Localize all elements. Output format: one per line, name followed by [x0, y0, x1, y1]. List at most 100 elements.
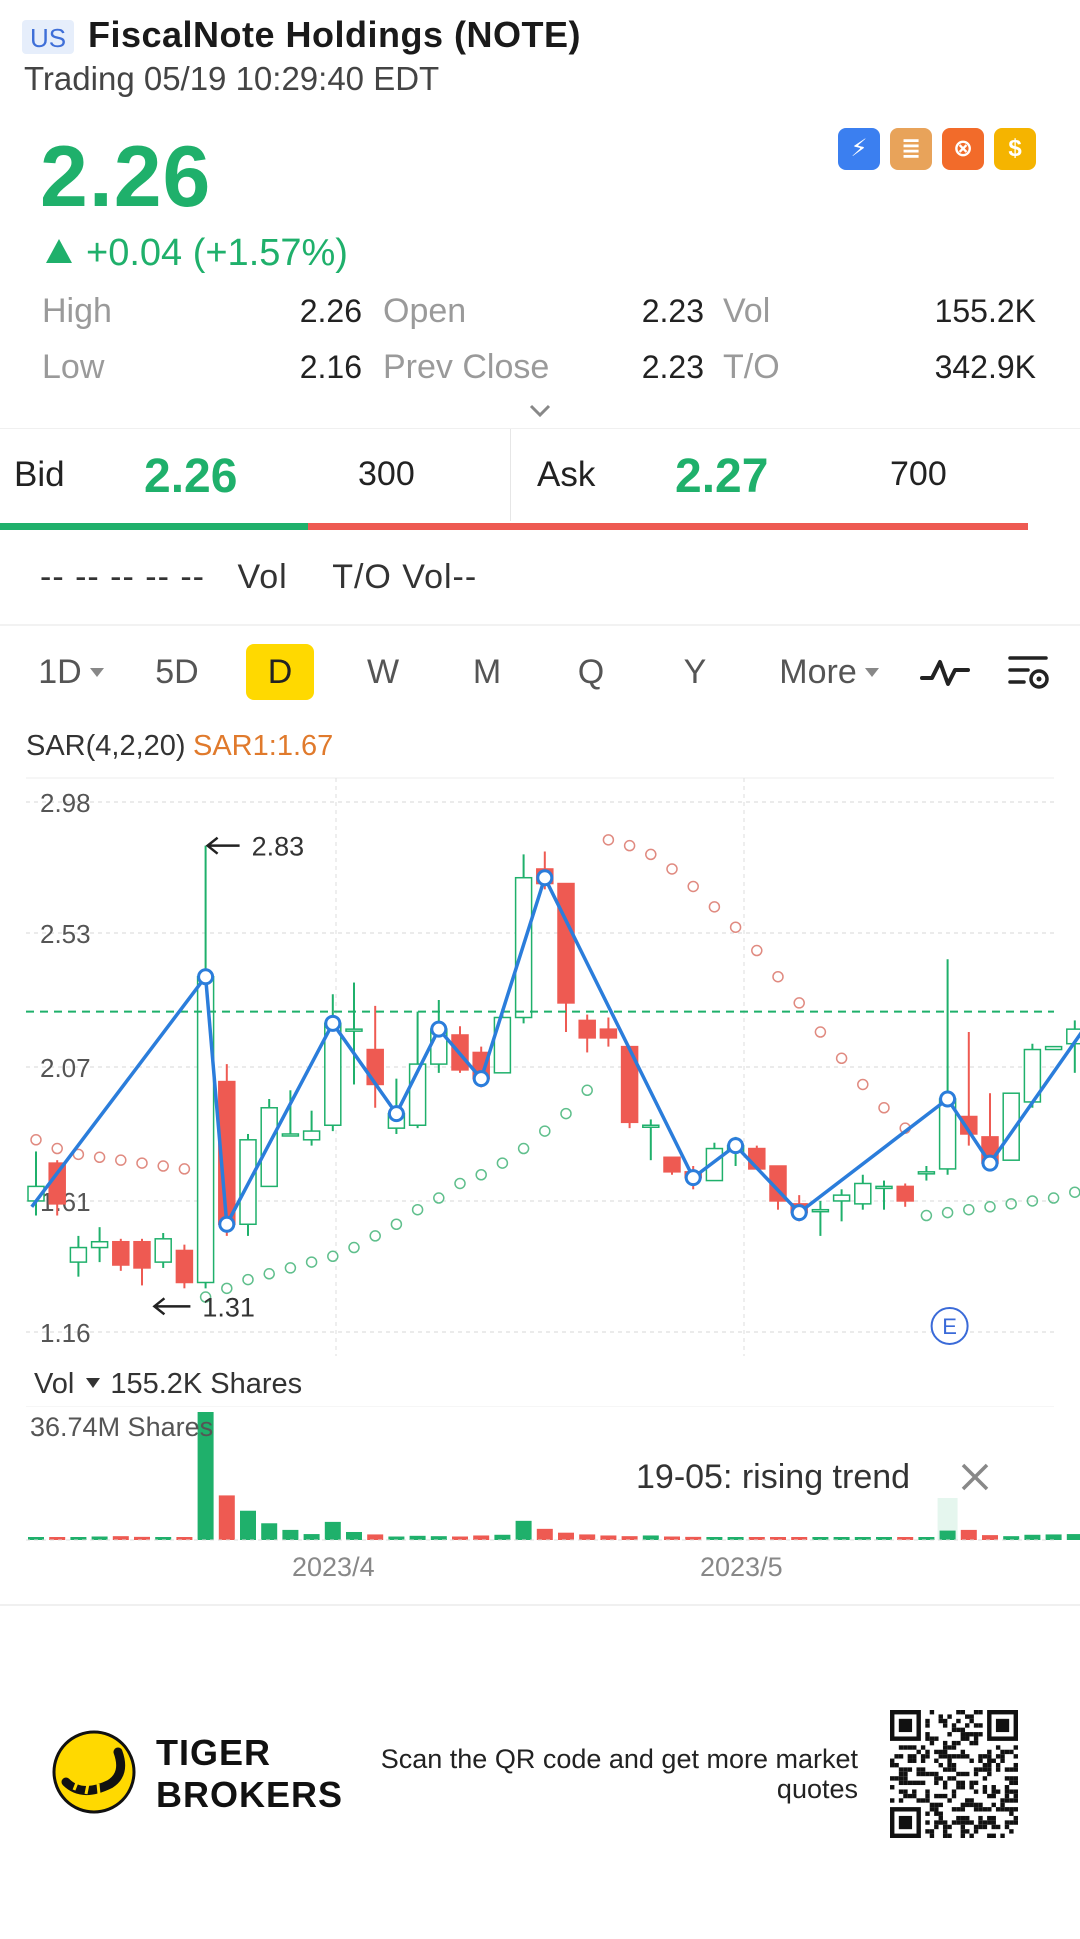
qr-module: [890, 1758, 895, 1763]
qr-module: [920, 1767, 926, 1772]
zigzag-point: [197, 968, 215, 986]
qr-module: [907, 1758, 913, 1763]
tab-w[interactable]: W: [366, 653, 400, 691]
event-marker-label: E: [942, 1314, 957, 1339]
chevron-down-icon[interactable]: [527, 398, 553, 424]
candle-body: [811, 1208, 830, 1213]
stat-label-vol: Vol: [723, 292, 771, 330]
sar-point: [30, 1134, 42, 1146]
volume-header[interactable]: Vol 155.2K Shares: [34, 1368, 302, 1401]
stat-label-to: T/O: [723, 348, 780, 386]
volume-bar: [791, 1537, 808, 1540]
qr-module: [925, 1749, 930, 1755]
close-icon[interactable]: [958, 1460, 992, 1494]
tab-d[interactable]: D: [246, 644, 314, 700]
tab-1d[interactable]: 1D: [26, 644, 116, 700]
qr-module: [938, 1811, 943, 1816]
lightning-icon[interactable]: ⚡: [838, 128, 880, 170]
zigzag-point: [387, 1105, 405, 1123]
qr-module: [898, 1767, 904, 1772]
price-chart[interactable]: 2.982.532.071.611.162.831.31E: [0, 770, 1080, 1370]
candle-body: [875, 1185, 893, 1190]
zigzag-line: [30, 875, 1080, 1227]
sar-point: [1005, 1198, 1017, 1210]
volume-bar: [536, 1528, 553, 1540]
qr-module: [942, 1740, 948, 1746]
indicator-label: SAR(4,2,20): [26, 730, 186, 762]
qr-module: [995, 1767, 1001, 1772]
qr-module: [969, 1820, 974, 1825]
tab-5d[interactable]: 5D: [155, 653, 199, 691]
qr-module: [925, 1798, 930, 1803]
sar-point: [602, 834, 615, 846]
qr-module: [960, 1802, 966, 1808]
qr-module: [907, 1754, 913, 1759]
volume-chart[interactable]: [0, 1406, 1080, 1542]
sar-point: [984, 1201, 996, 1213]
qr-module: [942, 1767, 948, 1772]
chart-settings-icon[interactable]: [1006, 650, 1052, 694]
qr-module: [1013, 1780, 1018, 1786]
qr-module: [929, 1833, 935, 1838]
qr-module: [942, 1793, 948, 1799]
qr-module: [951, 1767, 957, 1772]
qr-module: [956, 1754, 961, 1759]
qr-module: [947, 1776, 952, 1781]
bid-price[interactable]: 2.26: [144, 450, 238, 503]
candle-body: [281, 1133, 300, 1137]
sar-point: [645, 848, 657, 861]
sar-point: [411, 1203, 424, 1216]
stat-label-low: Low: [42, 348, 105, 386]
candle-body: [133, 1240, 151, 1269]
qr-module: [987, 1833, 992, 1838]
options-icon[interactable]: ⊗: [942, 128, 984, 170]
stack-icon[interactable]: ≣: [890, 128, 932, 170]
volume-bar: [70, 1537, 87, 1540]
stat-value-vol: 155.2K: [934, 293, 1036, 329]
indicator-icon[interactable]: [920, 652, 970, 692]
tab-more[interactable]: More: [770, 644, 888, 700]
volume-bar: [748, 1537, 765, 1540]
volume-bar: [558, 1532, 574, 1540]
qr-module: [920, 1758, 926, 1763]
qr-module: [973, 1736, 979, 1741]
qr-module: [912, 1754, 917, 1759]
candle-body: [493, 1016, 512, 1074]
qr-module: [965, 1798, 970, 1803]
volume-bar: [155, 1537, 172, 1540]
candle-body: [324, 1022, 342, 1126]
qr-module: [942, 1745, 948, 1750]
qr-module: [973, 1789, 979, 1794]
sar-point: [284, 1262, 297, 1274]
dollar-icon[interactable]: $: [994, 128, 1036, 170]
qr-module: [890, 1762, 895, 1768]
candle-body: [832, 1194, 851, 1202]
volume-bar: [982, 1535, 998, 1540]
zigzag-point: [684, 1169, 702, 1187]
zigzag-point: [472, 1070, 490, 1088]
sar-point: [751, 944, 763, 957]
volume-label: Vol: [34, 1368, 75, 1400]
qr-module: [1004, 1789, 1010, 1794]
tab-q[interactable]: Q: [577, 653, 605, 691]
qr-module: [956, 1740, 961, 1746]
ask-price[interactable]: 2.27: [675, 450, 769, 503]
caret-down-icon: [86, 1378, 101, 1388]
tab-y[interactable]: Y: [683, 653, 707, 691]
qr-module: [942, 1749, 948, 1755]
candle-body: [663, 1156, 681, 1173]
volume-bar: [854, 1537, 871, 1540]
qr-module: [938, 1802, 943, 1808]
qr-module: [951, 1723, 957, 1728]
qr-module: [965, 1723, 970, 1728]
qr-module: [991, 1789, 996, 1794]
volume-bar: [91, 1536, 108, 1540]
qr-module: [894, 1776, 899, 1781]
qr-module: [903, 1793, 908, 1799]
qr-module: [1000, 1758, 1005, 1763]
qr-module: [934, 1811, 939, 1816]
tab-m[interactable]: M: [472, 653, 502, 691]
sar-point: [93, 1151, 106, 1164]
qr-module: [978, 1754, 983, 1759]
qr-module: [938, 1714, 943, 1719]
